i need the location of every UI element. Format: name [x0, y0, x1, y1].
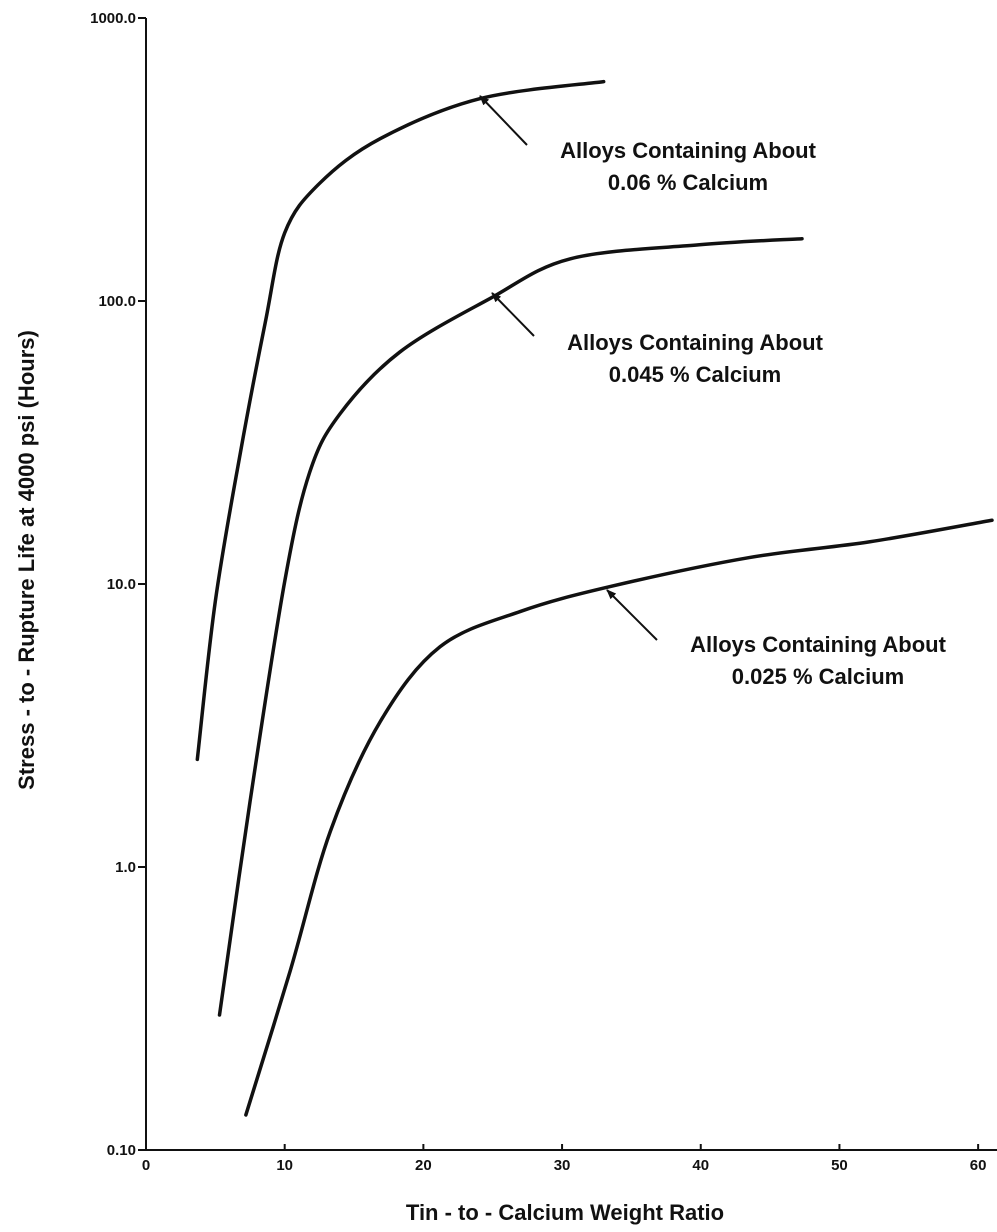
y-tick-label: 10.0: [107, 576, 136, 593]
x-tick-label: 10: [276, 1157, 293, 1174]
annotation-arrow: [479, 95, 528, 146]
annotation-text: 0.045 % Calcium: [609, 362, 781, 387]
curve: [217, 236, 804, 1017]
x-tick-label: 60: [970, 1157, 987, 1174]
y-axis-label: Stress - to - Rupture Life at 4000 psi (…: [14, 330, 39, 790]
annotation-text: Alloys Containing About: [567, 330, 823, 355]
y-tick-label: 1.0: [115, 859, 136, 876]
x-tick-label: 50: [831, 1157, 848, 1174]
annotation-arrow: [491, 292, 535, 337]
x-tick-label: 0: [142, 1157, 150, 1174]
annotation-arrow: [606, 589, 658, 641]
curve: [195, 79, 606, 762]
x-tick-label: 40: [692, 1157, 709, 1174]
annotation-text: 0.025 % Calcium: [732, 664, 904, 689]
annotation-text: Alloys Containing About: [690, 632, 946, 657]
curve: [244, 518, 994, 1117]
y-tick-label: 0.10: [107, 1142, 136, 1159]
x-tick-label: 20: [415, 1157, 432, 1174]
x-axis-label: Tin - to - Calcium Weight Ratio: [406, 1200, 724, 1225]
y-tick-label: 1000.0: [90, 10, 136, 27]
annotation-text: 0.06 % Calcium: [608, 170, 768, 195]
x-tick-label: 30: [554, 1157, 571, 1174]
annotation-text: Alloys Containing About: [560, 138, 816, 163]
y-tick-label: 100.0: [98, 293, 136, 310]
